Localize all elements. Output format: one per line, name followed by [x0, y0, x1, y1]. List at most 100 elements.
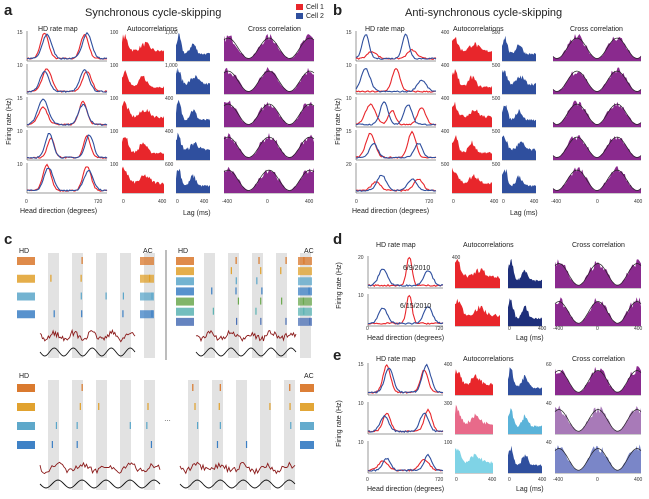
panel-c-topleft-hd-icon-3 — [17, 310, 35, 319]
panel-c-bottomright-spike-1-4 — [289, 403, 291, 410]
panel-c-topright-spike-4-2 — [260, 297, 262, 305]
panel-e-ac-tick-row1: 300 — [444, 401, 453, 407]
panel-c-bottomleft-spike-1-2 — [98, 403, 100, 410]
panel-a-rate-tick-row2: 15 — [17, 96, 23, 102]
panel-c-hd-label-tl: HD — [19, 248, 30, 255]
panel-c-topleft-spike-3-3 — [122, 310, 124, 318]
panel-e-ac-tick-row0: 400 — [444, 362, 453, 368]
panel-b-ac2-tick-row0: 500 — [492, 30, 501, 36]
panel-c-topleft-ac-icon-1 — [140, 274, 154, 283]
panel-b-ac1-tick-row3: 400 — [441, 129, 450, 135]
panel-b-ac1-tick-row4: 500 — [441, 162, 450, 168]
panel-c-bottomleft-spike-1-1 — [79, 403, 81, 410]
panel-d-header-cc: Cross correlation — [572, 242, 625, 249]
panel-e-rate-map-row0-cell2-curve — [367, 363, 444, 394]
panel-a-ac1-tick-row0: 100 — [110, 30, 119, 36]
panel-b-autocorr-cell1-row3 — [452, 135, 492, 160]
panel-e-autocorr-cell1-row0 — [455, 369, 493, 395]
panel-c-topright-hd-icon-1 — [176, 267, 194, 276]
panel-c-topright-hd-icon-5 — [176, 307, 194, 316]
panel-a-crosscorr-row3 — [224, 133, 314, 160]
panel-e-autocorr-cell1-row2 — [455, 448, 493, 473]
panel-e-header-cc: Cross correlation — [572, 356, 625, 363]
panel-a-crosscorr-row2-fit — [223, 103, 315, 125]
panel-c-bottomright-band-4 — [284, 380, 295, 490]
panel-e-ylabel: Firing rate (Hz) — [335, 400, 343, 447]
panel-c-topright-ac-icon-5 — [298, 307, 312, 316]
panel-e-rate-map-row2-cell2-curve — [367, 453, 444, 472]
panel-e-crosscorr-row2-fit — [554, 448, 642, 471]
panel-c-topright-ac-icon-2 — [298, 277, 312, 286]
panel-b-rate-map-row1-cell2-curve — [355, 68, 437, 93]
panel-c-topright-spike-4-1 — [237, 297, 240, 305]
panel-c-topright-ac-icon-6 — [298, 317, 312, 326]
panel-c-topleft-spike-2-2 — [105, 292, 107, 300]
panel-c-bottomleft-theta-sine — [39, 479, 161, 489]
panel-d-cc-axis-pos: 400 — [634, 326, 643, 332]
panel-c-ac-label-br: AC — [304, 373, 314, 380]
panel-c-bottomleft-spike-3-1 — [76, 441, 78, 448]
panel-a-ac2-tick-row2: 400 — [165, 96, 174, 102]
panel-e-ac2-axis-0: 0 — [508, 477, 511, 483]
panel-d-ylabel: Firing rate (Hz) — [335, 262, 343, 309]
panel-b-crosscorr-row3-fit — [552, 136, 642, 158]
panel-b-autocorr-cell2-row4 — [502, 169, 536, 193]
panel-a-autocorr-cell2-row0 — [176, 33, 210, 61]
panel-a-cc-axis-pos: 400 — [305, 199, 314, 205]
panel-b-ac2-tick-row1: 500 — [492, 63, 501, 69]
panel-c-topright-theta-sine — [195, 347, 297, 357]
panel-c-topleft-spike-1-0 — [50, 274, 52, 282]
panel-d-date-2: 6/15/2010 — [400, 303, 432, 310]
panel-b-rate-map-row1-cell1-curve — [355, 67, 437, 93]
panel-e-ac-axis-0: 0 — [455, 477, 458, 483]
panel-d-crosscorr-row1 — [555, 297, 641, 326]
panel-c-topleft-band-1 — [72, 253, 83, 358]
panel-a-crosscorr-row1-fit — [223, 70, 315, 92]
panel-c-bottomright-theta-sine — [179, 479, 296, 489]
panel-a-ac1-tick-row2: 100 — [110, 96, 119, 102]
panel-a-rate-map-row1-cell2-curve — [26, 69, 108, 93]
panel-a-ac2-tick-row1: 1,000 — [165, 63, 178, 69]
panel-a-autocorr-cell2-row4 — [176, 168, 210, 193]
panel-c-bottomright-spike-2-4 — [290, 422, 292, 429]
panel-e-autocorr-cell2-row0 — [508, 367, 542, 395]
panel-c-bottomleft-band-0 — [48, 380, 59, 490]
panel-b-rate-tick-row1: 10 — [346, 63, 352, 69]
panel-a-autocorr-cell2-row3 — [176, 132, 210, 160]
panel-d-date-1: 6/9/2010 — [403, 265, 431, 272]
panel-a-rate-tick-row3: 10 — [17, 129, 23, 135]
panel-c-topleft-spike-2-1 — [80, 292, 82, 300]
panel-d-crosscorr-row1-fit — [554, 301, 642, 324]
panel-e-cc-axis-pos: 400 — [634, 477, 643, 483]
panel-b-ac2-tick-row2: 500 — [492, 96, 501, 102]
panel-c-topright-hd-icon-0 — [176, 257, 194, 265]
panel-e-crosscorr-row2 — [555, 444, 641, 473]
panel-b-ac2-tick-row4: 500 — [492, 162, 501, 168]
panel-c-bottomright-spike-1-3 — [269, 403, 271, 410]
panel-e-hd-axis-0: 0 — [366, 477, 369, 483]
panel-b-autocorr-cell2-row1 — [502, 70, 536, 94]
panel-b-cc-axis-0: 0 — [596, 199, 599, 205]
panel-b-hd-axis-0: 0 — [355, 199, 358, 205]
panel-c-bottomright-spike-3-1 — [216, 441, 219, 448]
panel-b-rate-tick-row2: 10 — [346, 96, 352, 102]
panel-b-header-hd: HD rate map — [365, 26, 405, 33]
panel-a-hd-axis-0: 0 — [25, 199, 28, 205]
panel-d-rate-tick-2: 10 — [358, 293, 364, 299]
panel-b-header-ac: Autocorrelations — [453, 26, 504, 33]
panel-c-bottomright-band-0 — [188, 380, 199, 490]
panel-c-topright-spike-5-4 — [303, 307, 305, 315]
panel-b-cc-axis-pos: 400 — [634, 199, 643, 205]
panel-c-topright-ac-icon-1 — [298, 267, 312, 276]
panel-e-ac2-axis-400: 400 — [538, 477, 547, 483]
panel-b-xlabel-hd: Head direction (degrees) — [352, 208, 430, 215]
panel-a-ac2-tick-row4: 600 — [165, 162, 174, 168]
panel-d-ac-axis-0: 0 — [508, 326, 511, 332]
panel-e-autocorr-cell2-row2 — [508, 445, 542, 473]
panel-a-ac2-axis-0: 0 — [176, 199, 179, 205]
panel-c-bottomleft-band-4 — [144, 380, 155, 490]
panel-e-ac-tick-row2: 100 — [444, 440, 453, 446]
panel-b-rate-map-row2-cell2-curve — [355, 101, 437, 126]
panel-b-ylabel: Firing rate (Hz) — [334, 98, 342, 145]
panel-c-bottomright-hd-icon-3 — [17, 441, 35, 449]
